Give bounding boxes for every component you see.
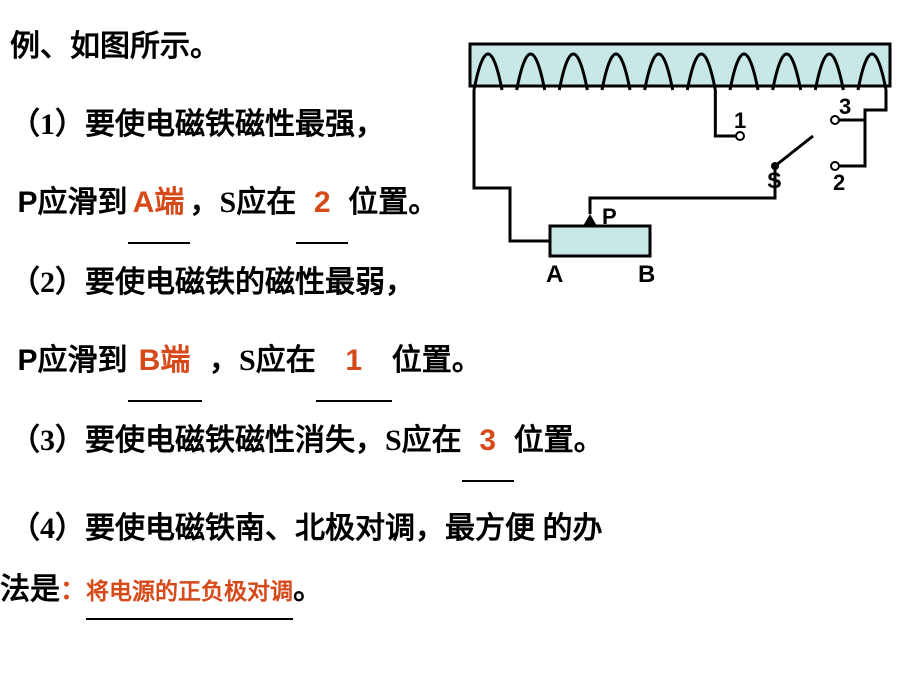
q3-line: （3）要使电磁铁磁性消失，S应在 3 位置。 (10, 402, 910, 482)
svg-text:3: 3 (839, 94, 851, 119)
q2-line-b: P应滑到 B端 ，S应在 1 位置。 (10, 322, 910, 402)
q2-blank1: B端 (128, 322, 202, 402)
q4-colon: ： (60, 575, 86, 605)
q1-ans1: A端 (133, 186, 185, 219)
svg-text:P: P (602, 204, 617, 229)
svg-text:A: A (546, 261, 563, 288)
q2-blank2: 1 (316, 322, 392, 402)
svg-text:S: S (767, 168, 782, 193)
q2-mid: ，S应在 (209, 344, 316, 377)
q2-post: 位置。 (392, 344, 482, 377)
q4-line-a: （4）要使电磁铁南、北极对调，最方便 的办 (10, 500, 910, 557)
q3-post: 位置。 (514, 424, 604, 457)
q3-blank: 3 (462, 402, 514, 482)
q4-post: 。 (293, 573, 323, 606)
q2-text-a: （2）要使电磁铁的磁性最弱， (10, 266, 415, 299)
q4-blank: 将电源的正负极对调 (86, 561, 293, 620)
q3-ans: 3 (479, 424, 496, 457)
q1-mid: ，S应在 (190, 186, 297, 219)
q1-blank1: A端 (128, 164, 190, 244)
circuit-diagram: 1 2 3 S P A B (440, 38, 910, 298)
q4-line-b: 法是：将电源的正负极对调。 (0, 561, 910, 620)
q2-ans1: B端 (139, 344, 191, 377)
q1-blank2: 2 (296, 164, 348, 244)
q1-ans2: 2 (314, 186, 331, 219)
q4-ans: 将电源的正负极对调 (86, 578, 293, 604)
q4-pre: 法是 (0, 573, 60, 606)
svg-text:2: 2 (833, 170, 845, 195)
q3-pre: （3）要使电磁铁磁性消失，S应在 (10, 424, 462, 457)
svg-text:B: B (638, 261, 655, 288)
q1-text-a: （1）要使电磁铁磁性最强， (10, 108, 385, 141)
svg-text:1: 1 (734, 108, 746, 133)
q1-post: 位置。 (348, 186, 438, 219)
q2-ans2: 1 (345, 344, 362, 377)
q4-text-a: （4）要使电磁铁南、北极对调，最方便 的办 (10, 512, 603, 545)
q2-pre: P应滑到 (18, 344, 128, 377)
q1-pre: P应滑到 (18, 186, 128, 219)
